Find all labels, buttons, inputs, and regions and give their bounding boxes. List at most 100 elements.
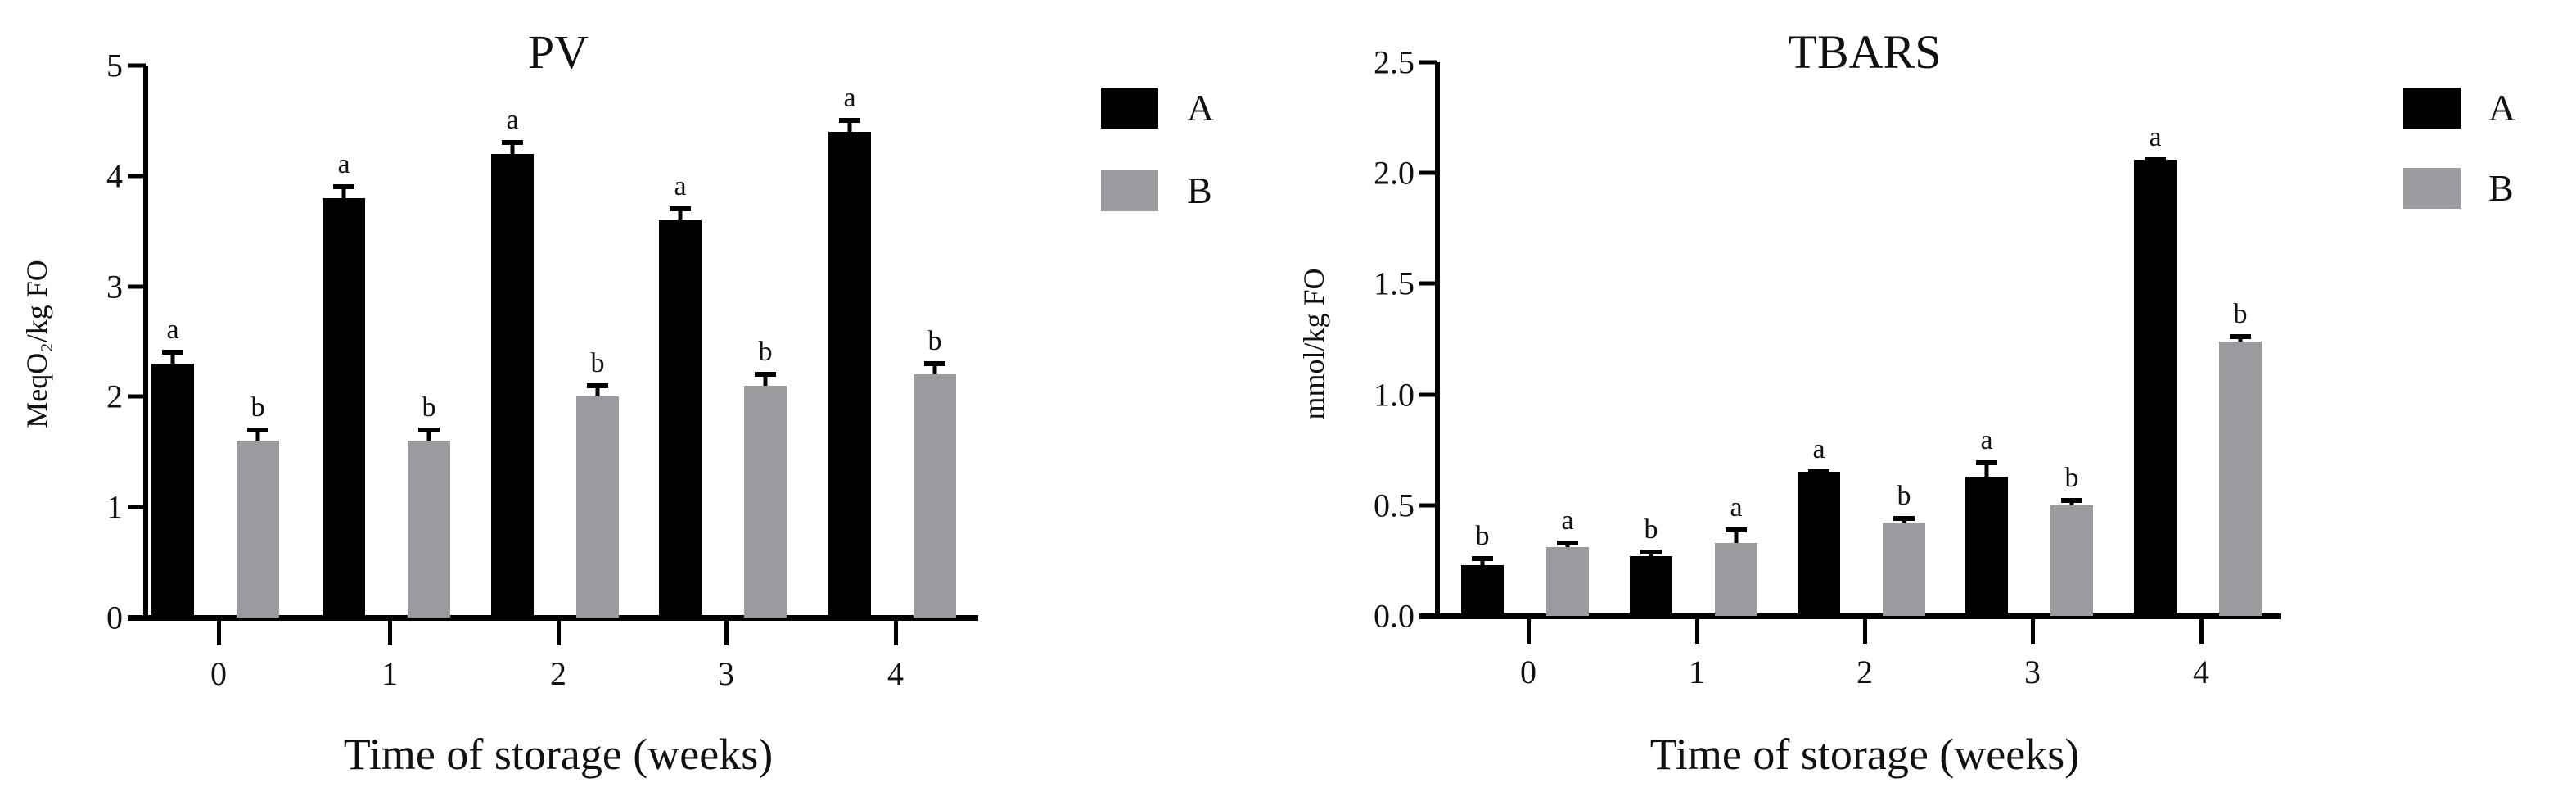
y-tick-label: 1: [106, 488, 123, 526]
error-bar: [255, 429, 260, 441]
legend-label-b: B: [1187, 170, 1212, 211]
y-tick-label: 2.0: [1374, 154, 1414, 192]
y-tick-label: 0.5: [1374, 486, 1414, 524]
error-cap: [755, 372, 776, 378]
significance-letter: a: [2149, 121, 2162, 152]
error-cap: [1472, 555, 1493, 561]
y-tick-label: 1.0: [1374, 376, 1414, 414]
y-tick: [128, 615, 146, 620]
legend-label-b: B: [2488, 167, 2514, 209]
error-bar: [426, 429, 431, 441]
bar-b: [576, 396, 619, 618]
y-tick-label: 1.5: [1374, 265, 1414, 302]
legend-swatch-a: [1101, 88, 1158, 129]
y-tick: [1419, 392, 1437, 397]
significance-letter: b: [927, 325, 942, 356]
y-tick: [128, 394, 146, 399]
significance-letter: b: [422, 391, 436, 423]
bar-b: [408, 441, 450, 618]
error-cap: [587, 382, 608, 388]
x-tick-label: 3: [2024, 654, 2041, 690]
x-tick-label: 2: [550, 655, 566, 692]
significance-letter: b: [590, 347, 605, 378]
x-axis-title: Time of storage (weeks): [343, 730, 774, 779]
y-tick-label: 0.0: [1374, 597, 1414, 635]
bar-a: [323, 197, 365, 618]
y-tick-label: 3: [106, 268, 123, 305]
x-tick: [2031, 619, 2035, 644]
bar-b: [1546, 547, 1589, 616]
significance-letter: a: [1730, 491, 1743, 523]
x-tick-label: 0: [1520, 654, 1536, 690]
y-tick-label: 2.5: [1374, 43, 1414, 81]
legend-swatch-a: [2403, 88, 2461, 129]
error-bar: [1480, 558, 1485, 565]
error-cap: [162, 350, 183, 355]
significance-letter: b: [758, 337, 773, 368]
y-tick-label: 2: [106, 378, 123, 415]
bar-a: [151, 363, 194, 618]
significance-letter: a: [1561, 505, 1574, 536]
x-tick-label: 1: [381, 655, 398, 692]
bar-a: [491, 153, 534, 618]
x-axis-title: Time of storage (weeks): [1649, 730, 2080, 779]
x-tick: [724, 621, 729, 645]
bar-a: [828, 131, 871, 618]
error-cap: [2230, 334, 2251, 340]
error-cap: [2145, 156, 2166, 162]
significance-letter: a: [1980, 425, 1993, 456]
chart-title: PV: [527, 25, 589, 79]
error-cap: [1640, 549, 1662, 554]
error-bar: [678, 209, 683, 220]
y-tick: [1419, 613, 1437, 618]
bar-b: [2050, 505, 2093, 616]
y-tick: [1419, 281, 1437, 286]
y-tick: [128, 174, 146, 179]
significance-letter: b: [2064, 463, 2079, 494]
error-cap: [670, 206, 691, 212]
x-tick-label: 4: [887, 655, 904, 692]
error-cap: [924, 360, 945, 366]
bar-a: [659, 219, 702, 618]
x-tick: [894, 621, 898, 645]
x-tick: [217, 621, 221, 645]
significance-letter: a: [166, 314, 179, 346]
y-tick: [128, 505, 146, 509]
x-tick-label: 3: [718, 655, 734, 692]
pv-chart: PV MeqO₂/kg FO Time of storage (weeks) 0 1 2 3…: [0, 0, 1277, 810]
x-tick: [1863, 619, 1867, 644]
bar-b: [744, 385, 787, 618]
error-cap: [502, 140, 523, 146]
legend-swatch-b: [1101, 170, 1158, 211]
y-tick: [128, 63, 146, 68]
error-bar: [170, 352, 175, 364]
error-bar: [1734, 529, 1739, 543]
y-tick: [1419, 170, 1437, 175]
error-cap: [1557, 540, 1578, 545]
error-cap: [1893, 516, 1915, 522]
x-tick-label: 2: [1856, 654, 1873, 690]
bar-a: [2134, 159, 2177, 616]
error-bar: [763, 374, 768, 386]
error-bar: [847, 120, 852, 132]
y-tick: [128, 284, 146, 289]
chart-title: TBARS: [1788, 25, 1942, 79]
x-tick: [1527, 619, 1531, 644]
bar-b: [237, 441, 279, 618]
x-axis: [128, 615, 978, 621]
y-tick: [1419, 60, 1437, 65]
significance-letter: a: [506, 105, 519, 136]
error-cap: [333, 184, 354, 190]
bar-b: [2219, 341, 2262, 616]
significance-letter: a: [337, 149, 350, 180]
significance-letter: a: [674, 171, 687, 202]
bar-a: [1630, 555, 1672, 616]
significance-letter: b: [1897, 481, 1911, 512]
error-cap: [418, 427, 440, 432]
error-bar: [932, 363, 937, 375]
significance-letter: b: [1644, 514, 1658, 545]
x-tick: [557, 621, 561, 645]
x-tick-label: 1: [1689, 654, 1705, 690]
y-axis: [143, 66, 148, 621]
